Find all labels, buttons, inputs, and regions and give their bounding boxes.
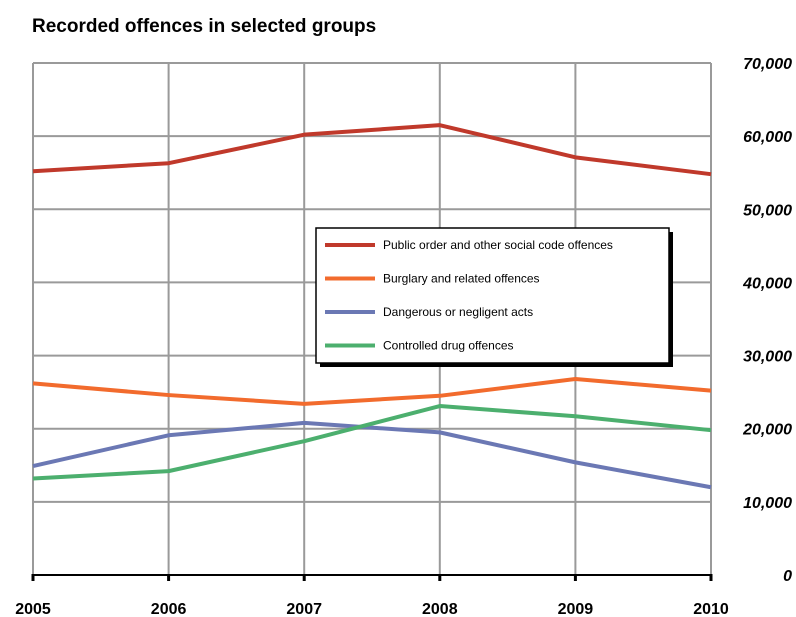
y-tick-label: 0 (783, 568, 792, 585)
legend: Public order and other social code offen… (315, 227, 673, 367)
y-tick-label: 50,000 (743, 202, 792, 219)
x-tick-label: 2009 (558, 601, 594, 617)
y-tick-label: 70,000 (743, 56, 792, 73)
x-tick-label: 2006 (151, 601, 187, 617)
x-tick-label: 2008 (422, 601, 458, 617)
legend-label: Dangerous or negligent acts (383, 305, 533, 319)
series-line (32, 420, 712, 490)
x-tick-label: 2007 (286, 601, 322, 617)
series-line (32, 404, 712, 481)
legend-box (315, 227, 670, 364)
x-tick-label: 2005 (15, 601, 51, 617)
y-tick-label: 30,000 (743, 349, 792, 366)
x-tick-label: 2010 (693, 601, 729, 617)
y-tick-label: 10,000 (743, 495, 792, 512)
y-tick-label: 60,000 (743, 129, 792, 146)
legend-label: Public order and other social code offen… (383, 238, 613, 252)
y-tick-label: 40,000 (742, 275, 792, 292)
legend-label: Burglary and related offences (383, 272, 540, 286)
legend-label: Controlled drug offences (383, 339, 514, 353)
series-line (32, 123, 712, 177)
chart-title: Recorded offences in selected groups (32, 16, 377, 37)
y-tick-label: 20,000 (742, 422, 792, 439)
series-line (32, 376, 712, 406)
